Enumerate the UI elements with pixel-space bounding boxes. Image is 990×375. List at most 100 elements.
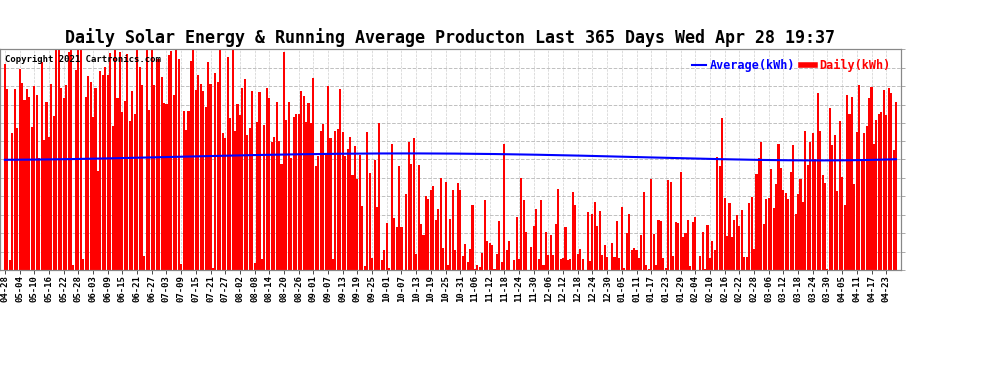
Bar xyxy=(633,248,636,270)
Bar xyxy=(878,114,880,270)
Bar xyxy=(466,262,468,270)
Bar xyxy=(748,203,750,270)
Bar xyxy=(888,87,890,270)
Bar xyxy=(60,88,62,270)
Bar xyxy=(842,177,843,270)
Bar xyxy=(554,224,556,270)
Bar xyxy=(491,245,493,270)
Bar xyxy=(293,117,295,270)
Bar xyxy=(660,221,662,270)
Bar xyxy=(322,124,324,270)
Bar xyxy=(222,133,224,270)
Bar xyxy=(624,268,626,270)
Bar xyxy=(785,193,787,270)
Bar xyxy=(657,220,659,270)
Bar xyxy=(547,255,549,270)
Bar xyxy=(75,70,77,270)
Bar xyxy=(62,98,64,270)
Bar xyxy=(237,104,239,270)
Bar xyxy=(895,102,897,270)
Bar xyxy=(734,220,736,270)
Bar xyxy=(19,69,21,270)
Bar xyxy=(317,156,320,270)
Bar xyxy=(562,258,564,270)
Bar xyxy=(481,253,483,270)
Bar xyxy=(114,49,116,270)
Bar xyxy=(383,250,385,270)
Bar xyxy=(298,114,300,270)
Bar xyxy=(682,237,684,270)
Bar xyxy=(11,134,13,270)
Bar xyxy=(438,209,440,270)
Bar xyxy=(320,131,322,270)
Bar xyxy=(579,249,581,270)
Bar xyxy=(641,235,643,270)
Bar xyxy=(415,255,417,270)
Bar xyxy=(327,86,329,270)
Bar xyxy=(65,85,67,270)
Bar xyxy=(268,98,270,270)
Bar xyxy=(762,224,765,270)
Bar xyxy=(150,49,152,270)
Bar xyxy=(420,224,422,270)
Bar xyxy=(777,144,779,270)
Bar xyxy=(155,59,157,270)
Bar xyxy=(638,258,640,270)
Bar xyxy=(543,265,545,270)
Bar xyxy=(809,142,812,270)
Bar xyxy=(295,114,297,270)
Bar xyxy=(197,75,199,270)
Bar xyxy=(714,250,716,270)
Bar xyxy=(486,242,488,270)
Bar xyxy=(190,61,192,270)
Bar xyxy=(99,71,101,270)
Bar xyxy=(449,219,451,270)
Bar xyxy=(263,125,265,270)
Bar xyxy=(212,268,214,270)
Bar xyxy=(531,247,533,270)
Bar xyxy=(378,123,380,270)
Bar xyxy=(82,259,84,270)
Bar xyxy=(479,267,481,270)
Bar xyxy=(215,73,217,270)
Bar xyxy=(57,50,59,270)
Bar xyxy=(885,115,887,270)
Bar xyxy=(814,159,817,270)
Bar xyxy=(577,254,579,270)
Bar xyxy=(425,196,427,270)
Bar xyxy=(305,122,307,270)
Bar xyxy=(755,174,757,270)
Bar xyxy=(185,130,187,270)
Bar xyxy=(175,49,177,270)
Bar xyxy=(848,114,850,270)
Bar xyxy=(535,209,538,270)
Bar xyxy=(270,142,273,270)
Bar xyxy=(498,221,501,270)
Bar xyxy=(834,135,836,270)
Bar xyxy=(863,133,865,270)
Bar xyxy=(692,222,694,270)
Bar xyxy=(430,189,432,270)
Bar xyxy=(819,132,821,270)
Bar xyxy=(782,190,784,270)
Bar xyxy=(621,207,623,270)
Bar xyxy=(84,97,87,270)
Bar xyxy=(526,232,528,270)
Bar xyxy=(256,122,258,270)
Bar xyxy=(371,258,373,270)
Bar xyxy=(724,198,726,270)
Bar xyxy=(177,59,180,270)
Bar xyxy=(594,202,596,270)
Bar xyxy=(388,268,390,270)
Bar xyxy=(827,269,829,270)
Bar xyxy=(743,257,745,270)
Bar xyxy=(173,95,175,270)
Bar xyxy=(400,227,403,270)
Bar xyxy=(451,190,454,270)
Bar xyxy=(875,120,877,270)
Bar xyxy=(496,254,498,270)
Title: Daily Solar Energy & Running Average Producton Last 365 Days Wed Apr 28 19:37: Daily Solar Energy & Running Average Pro… xyxy=(65,28,836,47)
Bar xyxy=(234,131,236,270)
Bar xyxy=(4,64,6,270)
Bar xyxy=(129,121,131,270)
